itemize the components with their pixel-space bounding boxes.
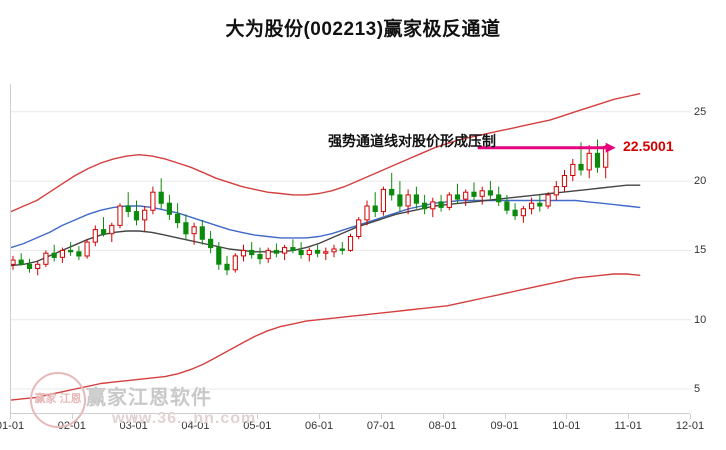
watermark-seal: 赢家 江恩 xyxy=(30,372,86,428)
x-axis-tick: 07-01 xyxy=(366,420,395,432)
x-axis-tick: 10-01 xyxy=(552,420,581,432)
x-axis-tick-mark xyxy=(380,414,382,419)
x-axis-tick-mark xyxy=(319,414,321,419)
price-label: 22.5001 xyxy=(623,138,674,154)
x-axis-tick-mark xyxy=(690,414,691,419)
x-axis-tick: 09-01 xyxy=(490,420,519,432)
x-axis-tick-mark xyxy=(504,414,506,419)
x-axis-tick: 04-01 xyxy=(181,420,210,432)
x-axis-tick: 08-01 xyxy=(428,420,457,432)
x-axis-tick-mark xyxy=(257,414,259,419)
x-axis-tick: 03-01 xyxy=(119,420,148,432)
y-axis-tick: 10 xyxy=(694,313,707,326)
x-axis-tick-mark xyxy=(10,414,11,419)
y-axis-tick: 25 xyxy=(694,105,707,118)
x-axis-tick-mark xyxy=(195,414,197,419)
plot-canvas xyxy=(11,84,691,413)
y-axis-tick: 15 xyxy=(694,244,707,257)
x-axis-tick-mark xyxy=(628,414,630,419)
y-axis-tick: 5 xyxy=(694,383,701,396)
price-chart-svg xyxy=(11,92,691,401)
x-axis-tick: 11-01 xyxy=(614,420,642,432)
x-axis-tick-mark xyxy=(442,414,444,419)
y-axis-tick: 20 xyxy=(694,175,707,188)
x-axis-tick: 05-01 xyxy=(243,420,272,432)
x-axis-tick: 01-01 xyxy=(0,420,25,432)
x-axis-tick: 06-01 xyxy=(305,420,334,432)
x-axis-tick-mark xyxy=(133,414,135,419)
watermark-text: 赢家江恩软件 xyxy=(86,387,212,409)
page-title: 大为股份(002213)赢家极反通道 xyxy=(225,19,501,40)
x-axis-tick: 12-01 xyxy=(675,420,705,432)
plot-area xyxy=(10,84,691,414)
watermark-url: www.36...nn.com xyxy=(112,410,257,427)
x-axis-tick-mark xyxy=(566,414,568,419)
annotation-text: 强势通道线对股价形成压制 xyxy=(328,133,496,149)
